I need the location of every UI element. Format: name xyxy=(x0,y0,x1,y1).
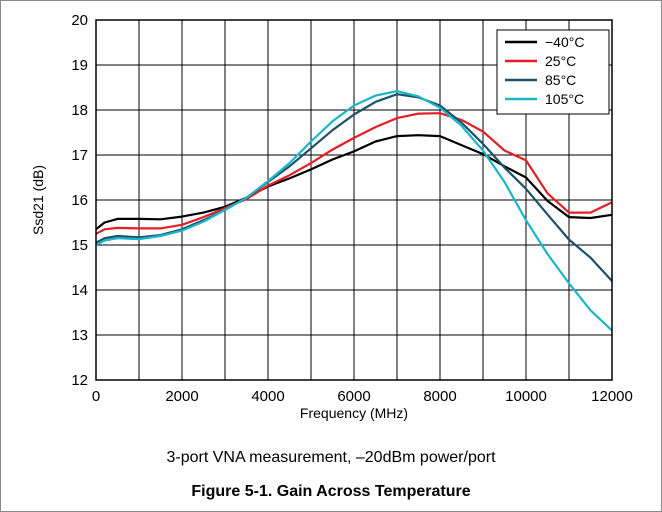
y-axis-label: Ssd21 (dB) xyxy=(30,165,46,235)
series-line-1 xyxy=(95,112,613,235)
y-tick-label: 17 xyxy=(71,147,88,164)
legend-entry: −40°C xyxy=(545,34,584,50)
y-tick-label: 14 xyxy=(71,282,88,299)
plot-border xyxy=(95,19,613,381)
y-tick-label: 20 xyxy=(71,12,88,29)
figure-title: Figure 5-1. Gain Across Temperature xyxy=(191,483,471,500)
x-tick-labels: 0 2000 4000 6000 8000 10000 12000 xyxy=(92,388,633,405)
y-tick-labels: 12 13 14 15 16 17 18 19 20 xyxy=(71,12,88,389)
series-line-3 xyxy=(95,90,613,332)
y-tick-label: 12 xyxy=(71,372,88,389)
x-tick-label: 6000 xyxy=(337,388,370,405)
y-tick-label: 15 xyxy=(71,237,88,254)
x-tick-label: 0 xyxy=(92,388,100,405)
legend-entry: 105°C xyxy=(545,91,584,107)
x-tick-label: 4000 xyxy=(251,388,284,405)
x-tick-label: 2000 xyxy=(165,388,198,405)
chart-caption: 3-port VNA measurement, –20dBm power/por… xyxy=(166,449,496,466)
y-tick-label: 18 xyxy=(71,102,88,119)
x-tick-label: 8000 xyxy=(423,388,456,405)
x-tick-label: 10000 xyxy=(505,388,547,405)
x-axis-label: Frequency (MHz) xyxy=(300,405,408,421)
x-tick-label: 12000 xyxy=(591,388,633,405)
y-tick-label: 16 xyxy=(71,192,88,209)
y-tick-label: 13 xyxy=(71,327,88,344)
line-chart: 0 2000 4000 6000 8000 10000 12000 12 13 14 15 16 17… xyxy=(30,12,633,421)
series-line-0 xyxy=(95,134,613,231)
y-tick-label: 19 xyxy=(71,57,88,74)
legend-entry: 25°C xyxy=(545,53,576,69)
legend-entry: 85°C xyxy=(545,72,576,88)
legend: −40°C 25°C 85°C 105°C xyxy=(496,29,610,115)
series-lines xyxy=(95,90,613,332)
